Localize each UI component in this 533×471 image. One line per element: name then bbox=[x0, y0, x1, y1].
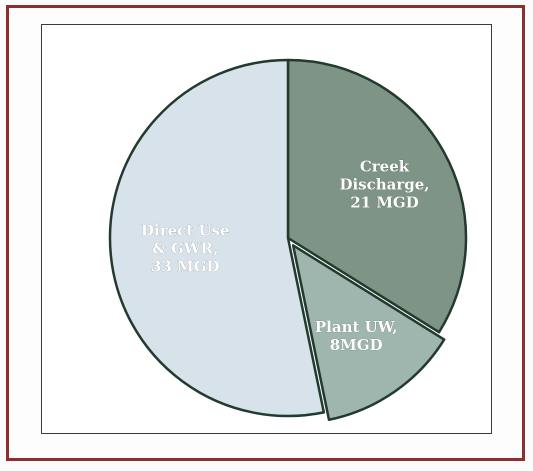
pie-slice-label-line: Direct Use bbox=[141, 221, 230, 239]
pie-slice-1 bbox=[291, 244, 446, 421]
pie-labels: Creek Discharge, 21 MGD Plant UW, 8MGD Direct… bbox=[141, 157, 430, 354]
pie-slice-label-line: 8MGD bbox=[330, 336, 383, 354]
pie-slice-label-line: 21 MGD bbox=[350, 193, 419, 211]
pie-slice-label-1: Plant UW, 8MGD bbox=[315, 318, 398, 354]
pie-slice-label-line: Discharge, bbox=[339, 175, 429, 193]
pie-slices bbox=[108, 58, 468, 421]
pie-slice-label-2: Direct Use & GWR, 33 MGD bbox=[141, 221, 230, 275]
pie-slice-label-line: 33 MGD bbox=[151, 257, 220, 275]
pie-slice-0 bbox=[286, 58, 468, 334]
pie-slice-label-line: Plant UW, bbox=[315, 318, 398, 336]
pie-slice-label-line: & GWR, bbox=[152, 239, 218, 257]
pie-slice-label-0: Creek Discharge, 21 MGD bbox=[339, 157, 429, 211]
pie-slice-label-line: Creek bbox=[360, 157, 410, 175]
pie-slice-2 bbox=[108, 58, 326, 418]
